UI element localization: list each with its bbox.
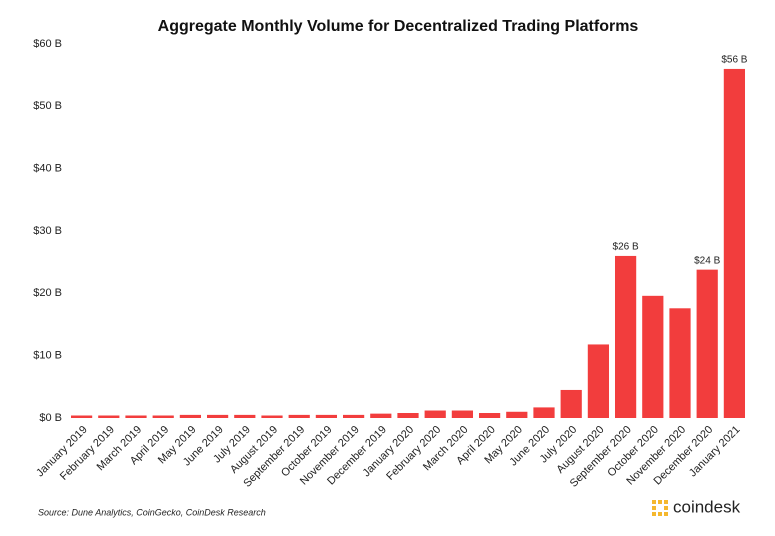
bar [533, 407, 555, 418]
y-tick-label: $40 B [33, 163, 62, 175]
y-tick-label: $30 B [33, 225, 62, 237]
bar [125, 415, 147, 418]
bar [696, 269, 718, 418]
bar [642, 295, 664, 418]
bar [206, 414, 229, 418]
value-label: $26 B [613, 242, 639, 253]
bar [451, 410, 474, 418]
bar [560, 389, 582, 418]
bar [669, 308, 691, 418]
bar [587, 344, 610, 418]
bar [478, 413, 501, 418]
bar [614, 255, 637, 418]
bar [723, 68, 746, 418]
bar [234, 414, 256, 418]
bar [179, 414, 202, 418]
value-label: $56 B [721, 55, 747, 66]
chart-title: Aggregate Monthly Volume for Decentraliz… [158, 18, 639, 35]
bar [70, 415, 93, 418]
bar [261, 415, 283, 418]
y-tick-label: $50 B [33, 100, 62, 112]
bar [397, 413, 419, 418]
bar [288, 414, 310, 418]
brand-name: coindesk [673, 497, 741, 516]
bar [506, 411, 528, 418]
bar [98, 415, 120, 418]
bar [315, 414, 338, 418]
y-tick-label: $20 B [33, 287, 62, 299]
bar [370, 413, 392, 418]
bar [424, 410, 446, 418]
y-tick-label: $10 B [33, 350, 62, 362]
bar [342, 414, 365, 418]
y-tick-label: $0 B [39, 412, 62, 424]
brand-logo [652, 500, 668, 516]
value-label: $24 B [694, 255, 720, 266]
y-tick-label: $60 B [33, 38, 62, 50]
source-note: Source: Dune Analytics, CoinGecko, CoinD… [38, 507, 266, 517]
bar [152, 415, 174, 418]
